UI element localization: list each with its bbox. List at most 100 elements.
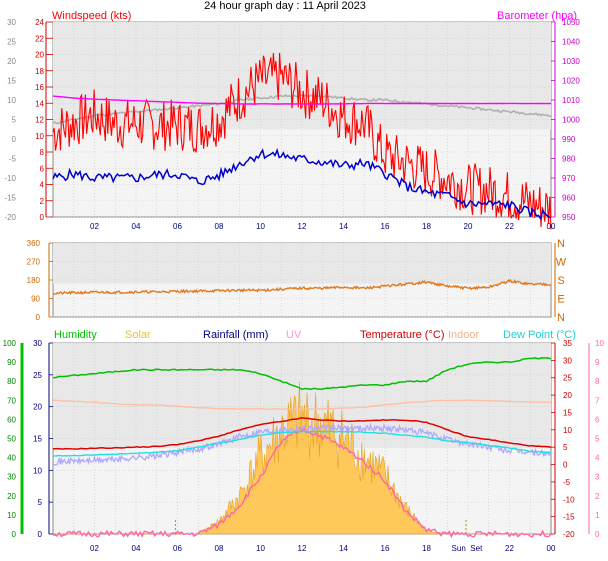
wind-x-tick: 18: [422, 222, 431, 231]
clim-left-tick: 30: [33, 339, 42, 348]
chart-title: 24 hour graph day : 11 April 2023: [204, 0, 366, 12]
wind-x-tick: 04: [132, 222, 141, 231]
wind-right-tick: 980: [562, 155, 576, 164]
clim-outer-left-tick: 20: [7, 492, 16, 501]
clim-outer-left-tick: 0: [12, 530, 17, 539]
clim-x-tick: Set: [470, 544, 483, 553]
clim-x-tick: 14: [339, 544, 348, 553]
wind-outer-tick: 0: [12, 135, 17, 144]
series-humidity: [52, 357, 552, 391]
clim-right-tick: -5: [563, 478, 571, 487]
clim-outer-right-tick: 4: [595, 454, 600, 463]
clim-x-tick: 08: [215, 544, 224, 553]
clim-x-tick: 16: [381, 544, 390, 553]
clim-right-tick: 10: [563, 426, 572, 435]
clim-right-tick: -15: [563, 513, 575, 522]
wind-x-tick: 08: [215, 222, 224, 231]
clim-outer-right-tick: 5: [595, 435, 600, 444]
wind-x-tick: 00: [547, 222, 556, 231]
clim-outer-right-tick: 1: [595, 511, 600, 520]
wind-outer-tick: 20: [7, 57, 16, 66]
clim-x-tick: 02: [90, 544, 99, 553]
dir-compass-label: W: [556, 257, 567, 269]
clim-right-tick: 20: [563, 391, 572, 400]
series-windspeed: [52, 148, 552, 221]
wind-outer-tick: 5: [12, 116, 17, 125]
wind-left-tick: 22: [35, 34, 44, 43]
climate-legend: Humidity Solar Rainfall (mm) UV Temperat…: [54, 329, 576, 341]
series-uv: [52, 426, 552, 539]
wind-left-tick: 18: [35, 67, 44, 76]
wind-right-tick: 990: [562, 135, 576, 144]
clim-right-tick: 35: [563, 339, 572, 348]
clim-outer-right-tick: 3: [595, 473, 600, 482]
wind-outer-tick: -15: [4, 194, 16, 203]
series-barometer: [52, 95, 552, 105]
dir-compass-label: S: [557, 275, 564, 287]
wind-left-tick: 6: [40, 164, 45, 173]
clim-outer-right-tick: 7: [595, 396, 600, 405]
clim-right-tick: -20: [563, 530, 575, 539]
wind-right-tick: 1050: [562, 18, 580, 27]
clim-x-tick: 22: [505, 544, 514, 553]
wind-right-tick: 960: [562, 194, 576, 203]
wind-left-tick: 20: [35, 51, 44, 60]
clim-x-tick: 12: [298, 544, 307, 553]
wind-x-tick: 22: [505, 222, 514, 231]
legend-solar: Solar: [125, 329, 151, 341]
wind-left-tick: 10: [35, 132, 44, 141]
clim-x-tick: Sun: [452, 544, 466, 553]
wind-legend-left: Windspeed (kts): [52, 10, 131, 22]
legend-humidity: Humidity: [54, 329, 97, 341]
clim-right-tick: 0: [563, 461, 568, 470]
clim-x-tick: 00: [547, 544, 556, 553]
clim-right-tick: 5: [563, 443, 568, 452]
wind-right-tick: 1000: [562, 116, 580, 125]
wind-outer-tick: 25: [7, 38, 16, 47]
series-dewpoint: [53, 430, 552, 457]
clim-outer-left-tick: 50: [7, 435, 16, 444]
wind-x-tick: 06: [173, 222, 182, 231]
clim-outer-left-tick: 30: [7, 473, 16, 482]
wind-x-tick: 02: [90, 222, 99, 231]
clim-left-tick: 10: [33, 466, 42, 475]
wind-left-tick: 8: [40, 148, 45, 157]
wind-x-tick: 14: [339, 222, 348, 231]
wind-x-tick: 20: [464, 222, 473, 231]
series-temperature: [53, 417, 552, 450]
dir-left-tick: 270: [27, 258, 41, 267]
series-indoor: [52, 399, 552, 410]
wind-right-tick: 1020: [562, 77, 580, 86]
clim-left-tick: 0: [38, 530, 43, 539]
wind-right-tick: 950: [562, 213, 576, 222]
wind-outer-tick: 10: [7, 96, 16, 105]
clim-outer-right-tick: 0: [595, 530, 600, 539]
wind-left-tick: 14: [35, 99, 44, 108]
clim-x-tick: 06: [173, 544, 182, 553]
wind-left-tick: 0: [40, 213, 45, 222]
clim-outer-left-tick: 80: [7, 377, 16, 386]
clim-outer-left-tick: 90: [7, 358, 16, 367]
wind-left-tick: 4: [40, 181, 45, 190]
dir-left-tick: 360: [27, 239, 41, 248]
wind-x-tick: 12: [298, 222, 307, 231]
dir-compass-label: E: [557, 294, 564, 306]
wind-outer-tick: -10: [4, 174, 16, 183]
wind-left-tick: 2: [40, 197, 45, 206]
clim-outer-right-tick: 10: [595, 339, 604, 348]
clim-outer-right-tick: 9: [595, 358, 600, 367]
legend-indoor: Indoor: [448, 329, 480, 341]
series-pressure-trend: [52, 94, 552, 125]
legend-temperature: Temperature (°C): [360, 329, 444, 341]
series-gust: [52, 52, 552, 230]
wind-right-tick: 970: [562, 174, 576, 183]
wind-right-tick: 1030: [562, 57, 580, 66]
clim-outer-right-tick: 2: [595, 492, 600, 501]
clim-x-tick: 04: [132, 544, 141, 553]
dir-compass-label: N: [557, 238, 565, 250]
clim-left-tick: 20: [33, 403, 42, 412]
series-direction: [52, 278, 552, 296]
clim-outer-left-tick: 60: [7, 415, 16, 424]
wind-legend-right: Barometer (hpa): [497, 10, 577, 22]
